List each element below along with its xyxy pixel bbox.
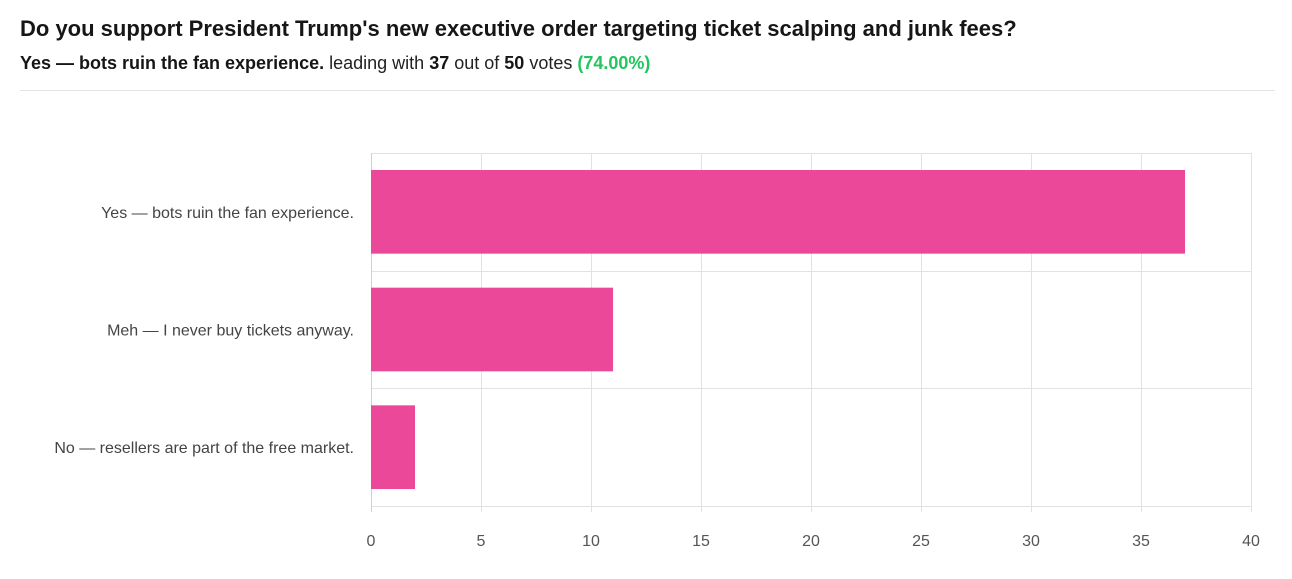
x-tick-label: 10 xyxy=(582,533,600,550)
x-tick-label: 20 xyxy=(802,533,820,550)
poll-question: Do you support President Trump's new exe… xyxy=(20,16,1017,41)
votes-text: votes xyxy=(529,53,573,73)
x-tick-label: 15 xyxy=(692,533,710,550)
poll-summary: Yes — bots ruin the fan experience. lead… xyxy=(20,53,650,74)
category-label: Meh — I never buy tickets anyway. xyxy=(107,323,354,340)
bar xyxy=(371,287,613,372)
bar xyxy=(371,405,415,489)
bar xyxy=(371,170,1185,254)
x-tick-label: 30 xyxy=(1022,533,1040,550)
header-divider xyxy=(20,90,1275,91)
x-tick-label: 40 xyxy=(1242,533,1260,550)
x-tick-label: 35 xyxy=(1132,533,1150,550)
leader-percent: (74.00%) xyxy=(577,53,651,73)
x-tick-label: 5 xyxy=(477,533,486,550)
out-of-text: out of xyxy=(454,53,500,73)
x-tick-label: 25 xyxy=(912,533,930,550)
leader-votes: 37 xyxy=(429,53,450,73)
category-label: Yes — bots ruin the fan experience. xyxy=(101,205,354,222)
leader-label: Yes — bots ruin the fan experience. xyxy=(20,53,325,73)
leading-with-text: leading with xyxy=(329,53,425,73)
total-votes: 50 xyxy=(504,53,525,73)
category-label: No — resellers are part of the free mark… xyxy=(54,440,354,457)
x-tick-label: 0 xyxy=(367,533,376,550)
